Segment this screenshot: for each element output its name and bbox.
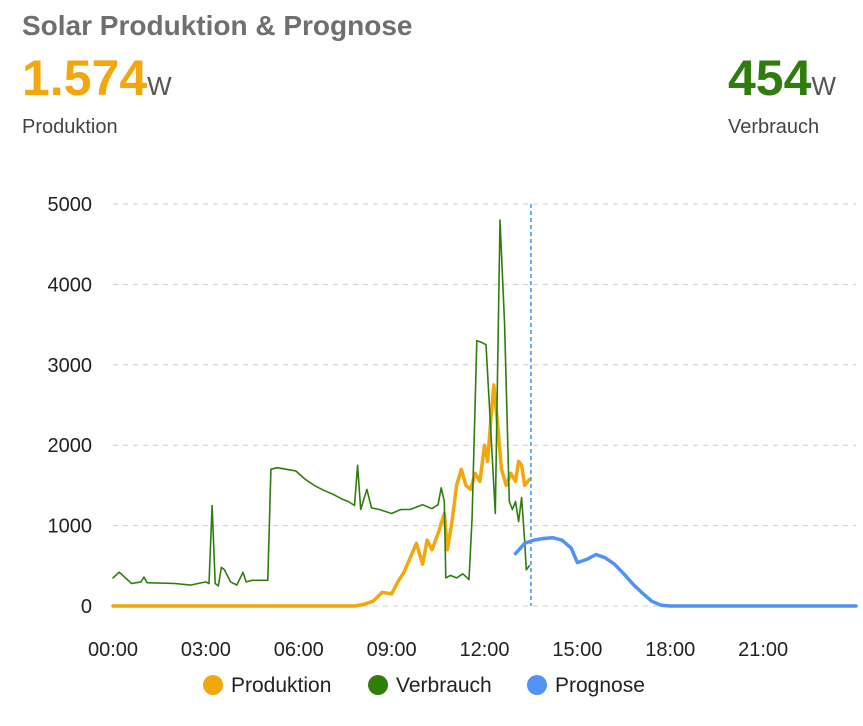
series-line-forecast: [513, 535, 858, 608]
production-value-row: 1.574W: [22, 50, 172, 114]
consumption-stat: 454W Verbrauch: [728, 50, 836, 139]
series-line-consumption: [112, 219, 531, 587]
y-tick-label-0: 0: [81, 596, 92, 618]
consumption-unit: W: [811, 71, 836, 101]
series-line-production: [111, 383, 532, 608]
x-tick-label-3: 09:00: [367, 639, 417, 661]
y-tick-label-5000: 5000: [48, 194, 93, 216]
legend-label-forecast: Prognose: [555, 674, 645, 697]
x-tick-label-0: 00:00: [88, 639, 138, 661]
production-label: Produktion: [22, 116, 118, 138]
x-tick-label-6: 18:00: [645, 639, 695, 661]
production-stat: 1.574W Produktion: [22, 50, 172, 139]
chart-title: Solar Produktion & Prognose: [22, 10, 413, 41]
x-tick-label-4: 12:00: [459, 639, 509, 661]
x-tick-label-7: 21:00: [738, 639, 788, 661]
production-value: 1.574: [22, 50, 148, 106]
legend-label-consumption: Verbrauch: [396, 674, 492, 697]
y-tick-label-4000: 4000: [48, 274, 93, 296]
legend-marker-forecast: [527, 675, 547, 695]
y-tick-label-1000: 1000: [48, 516, 93, 538]
consumption-value-row: 454W: [728, 50, 836, 114]
y-tick-label-3000: 3000: [48, 355, 93, 377]
consumption-value: 454: [728, 50, 812, 106]
y-tick-label-2000: 2000: [48, 435, 93, 457]
production-unit: W: [147, 71, 172, 101]
consumption-label: Verbrauch: [728, 116, 820, 138]
legend-marker-production: [203, 675, 223, 695]
x-tick-label-5: 15:00: [552, 639, 602, 661]
legend-marker-consumption: [368, 675, 388, 695]
legend-label-production: Produktion: [231, 674, 331, 697]
x-tick-label-2: 06:00: [274, 639, 324, 661]
x-tick-label-1: 03:00: [181, 639, 231, 661]
